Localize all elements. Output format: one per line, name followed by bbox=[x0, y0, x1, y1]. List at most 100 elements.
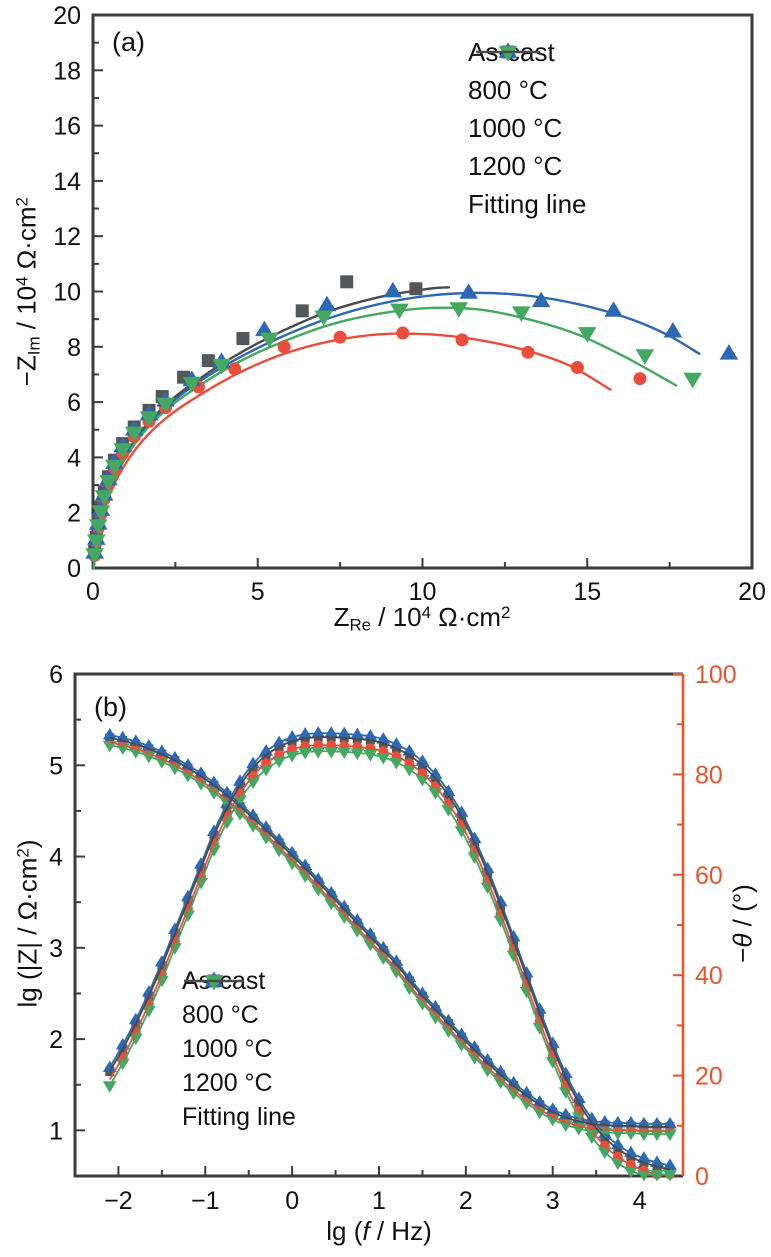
legend-label: 1200 °C bbox=[468, 150, 563, 181]
axis-title-segment: f bbox=[362, 1216, 370, 1246]
axis-title-segment: Ω·cm bbox=[11, 206, 42, 277]
triangle-down-marker bbox=[363, 749, 378, 762]
triangle-down-marker bbox=[415, 775, 430, 787]
triangle-up-marker bbox=[467, 1040, 482, 1052]
tick-label: 6 bbox=[67, 389, 81, 417]
chart-a: 0 5 10 15 20 0 2 4 6 8 10 12 14 16 18 20 bbox=[53, 2, 766, 606]
tick-label: 3 bbox=[546, 1187, 560, 1215]
axis-title-segment: Re bbox=[349, 615, 372, 635]
chart-b-x-axis-title: lg (f / Hz) bbox=[179, 1216, 579, 1247]
triangle-up-marker bbox=[298, 858, 313, 871]
triangle-up-marker bbox=[272, 832, 287, 845]
tick-label: 80 bbox=[695, 761, 723, 789]
triangle-down-marker bbox=[449, 302, 469, 318]
legend-item-800-c: 800 °C bbox=[182, 974, 296, 1032]
chart-a-y-axis-title: −ZIm / 104 Ω·cm2 bbox=[11, 92, 44, 492]
tick-label: 20 bbox=[53, 2, 81, 30]
legend-item-1200-c: 1200 °C bbox=[182, 975, 296, 1100]
triangle-down-marker bbox=[597, 1147, 612, 1160]
triangle-down-marker bbox=[139, 411, 159, 427]
triangle-up-marker bbox=[337, 899, 352, 912]
square-marker bbox=[340, 275, 354, 289]
tick-label: 2 bbox=[49, 1026, 63, 1054]
tick-label: 8 bbox=[67, 334, 81, 362]
triangle-up-marker bbox=[350, 727, 365, 740]
triangle-up-marker bbox=[383, 281, 403, 298]
triangle-up-marker bbox=[493, 1064, 508, 1077]
triangle-up-marker bbox=[610, 1115, 625, 1128]
triangle-up-marker bbox=[506, 1075, 521, 1088]
legend-item-800-c: 800 °C bbox=[468, 45, 587, 109]
triangle-up-marker bbox=[255, 320, 274, 337]
triangle-down-marker bbox=[363, 939, 378, 952]
triangle-down-marker bbox=[259, 765, 273, 777]
axis-title-segment: / 10 bbox=[371, 602, 422, 632]
triangle-down-marker bbox=[350, 748, 365, 760]
triangle-down-marker bbox=[156, 397, 175, 414]
tick-label: 10 bbox=[409, 578, 437, 606]
triangle-down-marker bbox=[441, 1026, 456, 1039]
tick-label: 18 bbox=[53, 57, 81, 85]
series-triangle-down bbox=[85, 302, 702, 564]
fit-line-theta-triangle-up bbox=[108, 732, 671, 1167]
triangle-up-marker bbox=[350, 913, 365, 925]
circle-marker bbox=[396, 326, 410, 340]
tick-label: 15 bbox=[573, 578, 601, 606]
legend-item-1000-c: 1000 °C bbox=[182, 971, 296, 1066]
triangle-down-marker bbox=[259, 833, 273, 845]
triangle-up-marker bbox=[415, 986, 430, 998]
triangle-down-marker bbox=[259, 332, 279, 349]
triangle-up-marker bbox=[317, 295, 337, 312]
tick-label: 0 bbox=[285, 1187, 299, 1215]
circle-marker bbox=[277, 340, 291, 354]
legend-item-fitting-line: Fitting line bbox=[468, 50, 587, 223]
triangle-down-marker bbox=[454, 1040, 469, 1052]
axis-title-segment: ) bbox=[12, 839, 43, 849]
triangle-down-marker bbox=[94, 490, 114, 506]
axis-title-segment: / 10 bbox=[11, 285, 42, 337]
fit-line-lgZ-square bbox=[109, 737, 670, 1128]
triangle-down-marker bbox=[113, 443, 132, 459]
triangle-down-marker bbox=[663, 1170, 677, 1182]
triangle-down-marker bbox=[272, 845, 287, 858]
square-marker bbox=[295, 304, 309, 318]
axis-title-segment: 2 bbox=[12, 197, 32, 207]
fitting-line-swatch bbox=[184, 979, 244, 983]
triangle-up-marker bbox=[454, 1027, 469, 1039]
triangle-up-marker bbox=[441, 1013, 456, 1026]
triangle-down-marker bbox=[298, 747, 313, 760]
triangle-up-marker bbox=[428, 1000, 443, 1012]
series-square bbox=[88, 275, 423, 558]
legend-item-fitting-line: Fitting line bbox=[182, 979, 296, 1134]
circle-marker bbox=[333, 330, 347, 344]
axis-title-segment: θ bbox=[727, 933, 758, 948]
triangle-down-marker bbox=[650, 1129, 664, 1142]
tick-label: 4 bbox=[633, 1187, 647, 1215]
triangle-down-marker bbox=[314, 310, 333, 326]
tick-label: 10 bbox=[53, 279, 81, 307]
triangle-down-marker bbox=[637, 1129, 651, 1142]
circle-marker bbox=[570, 361, 584, 375]
circle-marker bbox=[633, 372, 647, 386]
triangle-up-marker bbox=[259, 744, 273, 756]
panel-a-label: (a) bbox=[112, 27, 145, 57]
tick-label: 4 bbox=[67, 444, 81, 472]
triangle-up-marker bbox=[389, 954, 404, 966]
triangle-up-marker bbox=[415, 754, 430, 766]
tick-label: −2 bbox=[104, 1187, 133, 1215]
fit-line-theta-triangle-down bbox=[108, 750, 670, 1176]
triangle-down-marker bbox=[663, 1129, 677, 1142]
axis-title-segment: / Hz) bbox=[369, 1216, 432, 1246]
tick-label: −1 bbox=[191, 1187, 220, 1215]
legend-label: Fitting line bbox=[182, 1102, 296, 1131]
triangle-down-marker bbox=[85, 548, 104, 564]
triangle-down-marker bbox=[637, 1170, 651, 1182]
panel-b-label: (b) bbox=[94, 692, 127, 722]
triangle-up-marker bbox=[285, 845, 300, 858]
tick-label: 1 bbox=[372, 1187, 386, 1215]
triangle-up-marker bbox=[324, 726, 339, 738]
triangle-down-marker bbox=[635, 349, 655, 365]
